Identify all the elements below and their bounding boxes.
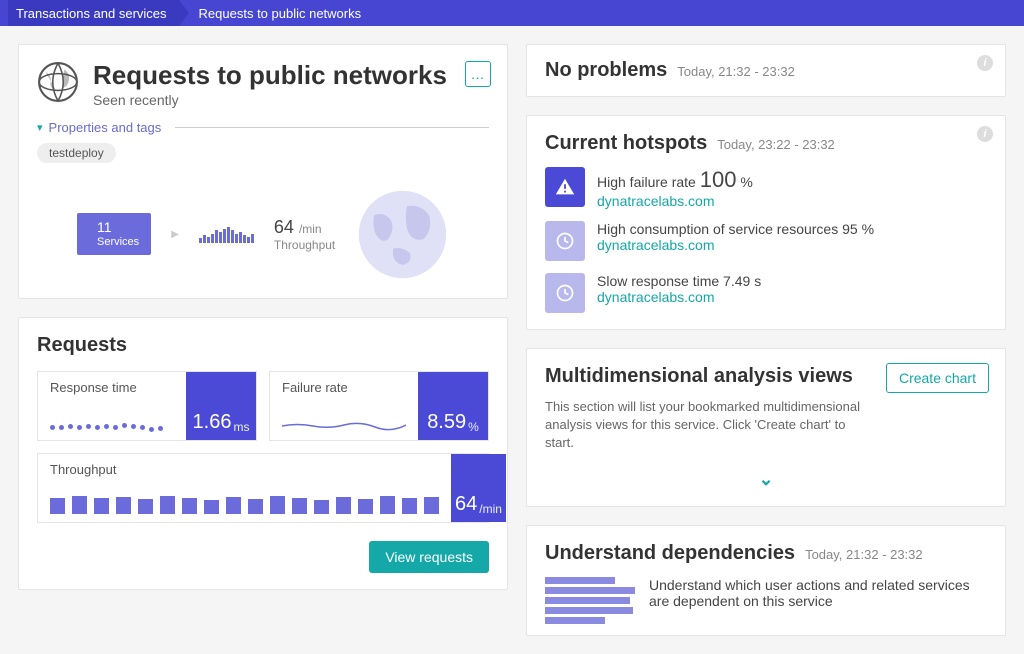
- breadcrumb-current: Requests to public networks: [179, 0, 374, 26]
- failure-rate-tile[interactable]: Failure rate 8.59%: [269, 371, 489, 441]
- clock-icon: [545, 221, 585, 261]
- requests-title: Requests: [37, 334, 489, 357]
- card-menu-button[interactable]: …: [465, 61, 491, 87]
- throughput-label: Throughput: [274, 238, 335, 252]
- hotspot-item[interactable]: High consumption of service resources 95…: [545, 221, 987, 261]
- no-problems-range: Today, 21:32 - 23:32: [677, 64, 795, 79]
- dependencies-range: Today, 21:32 - 23:32: [805, 547, 923, 562]
- failure-rate-sparkline: [282, 418, 406, 432]
- services-count: 11: [97, 219, 139, 236]
- analysis-help-text: This section will list your bookmarked m…: [545, 398, 987, 453]
- properties-toggle[interactable]: ▾ Properties and tags: [37, 120, 489, 135]
- no-problems-title: No problems: [545, 59, 667, 82]
- chevron-down-icon: ▾: [37, 121, 43, 134]
- view-requests-button[interactable]: View requests: [369, 541, 489, 573]
- dependencies-card: Understand dependencies Today, 21:32 - 2…: [526, 525, 1006, 636]
- services-badge[interactable]: 11 Services: [77, 213, 151, 255]
- throughput-value: 64: [274, 217, 294, 237]
- hotspot-item[interactable]: Slow response time 7.49 sdynatracelabs.c…: [545, 273, 987, 313]
- response-time-sparkline: [50, 418, 174, 432]
- globe-icon: [37, 61, 79, 103]
- dependencies-title: Understand dependencies: [545, 542, 795, 565]
- page-title: Requests to public networks: [93, 61, 447, 90]
- hotspot-link[interactable]: dynatracelabs.com: [597, 193, 753, 209]
- throughput-unit: /min: [299, 222, 322, 236]
- no-problems-card: i No problems Today, 21:32 - 23:32: [526, 44, 1006, 97]
- hotspot-text: Slow response time 7.49 s: [597, 273, 761, 289]
- hotspots-range: Today, 23:22 - 23:32: [717, 137, 835, 152]
- breadcrumb-transactions[interactable]: Transactions and services: [8, 0, 179, 26]
- throughput-sparkline: [199, 225, 254, 243]
- hotspot-link[interactable]: dynatracelabs.com: [597, 237, 874, 253]
- info-icon[interactable]: i: [977, 55, 993, 71]
- globe-large-icon: [355, 187, 450, 282]
- throughput-tile-sparkline: [50, 492, 439, 514]
- response-time-tile[interactable]: Response time 1.66ms: [37, 371, 257, 441]
- analysis-title: Multidimensional analysis views: [545, 365, 853, 388]
- dependencies-text: Understand which user actions and relate…: [649, 577, 987, 627]
- hotspot-link[interactable]: dynatracelabs.com: [597, 289, 761, 305]
- expand-chevron-icon[interactable]: ⌄: [545, 469, 987, 490]
- hotspot-text: High consumption of service resources 95…: [597, 221, 874, 237]
- warning-icon: [545, 167, 585, 207]
- info-icon[interactable]: i: [977, 126, 993, 142]
- requests-card: Requests Response time 1.66ms Failure ra…: [18, 317, 508, 590]
- failure-rate-label: Failure rate: [282, 380, 406, 395]
- breadcrumb: Transactions and services Requests to pu…: [0, 0, 1024, 26]
- clock-icon: [545, 273, 585, 313]
- page-subtitle: Seen recently: [93, 92, 447, 108]
- properties-label: Properties and tags: [49, 120, 162, 135]
- hotspots-title: Current hotspots: [545, 132, 707, 155]
- hotspot-item[interactable]: High failure rate 100 %dynatracelabs.com: [545, 167, 987, 209]
- tag-chip[interactable]: testdeploy: [37, 143, 116, 163]
- response-time-label: Response time: [50, 380, 174, 395]
- throughput-tile-label: Throughput: [50, 462, 439, 477]
- hotspots-card: i Current hotspots Today, 23:22 - 23:32 …: [526, 115, 1006, 330]
- response-time-value: 1.66: [193, 411, 232, 434]
- services-label: Services: [97, 236, 139, 249]
- throughput-tile[interactable]: Throughput 64/min: [37, 453, 489, 523]
- analysis-card: Create chart Multidimensional analysis v…: [526, 348, 1006, 507]
- throughput-tile-value: 64: [455, 493, 477, 516]
- create-chart-button[interactable]: Create chart: [886, 363, 989, 393]
- failure-rate-value: 8.59: [427, 411, 466, 434]
- flow-arrow-icon: ▶: [171, 229, 179, 240]
- hotspot-text: High failure rate 100 %: [597, 167, 753, 193]
- dependencies-bars-icon: [545, 577, 635, 627]
- service-overview-card: … Requests to public networks Seen recen…: [18, 44, 508, 299]
